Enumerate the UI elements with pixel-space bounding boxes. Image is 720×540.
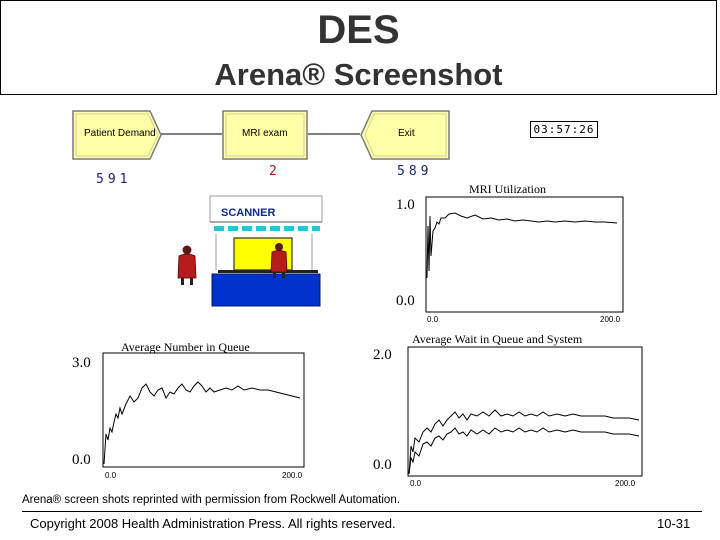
x-tick-max: 200.0 (282, 471, 303, 480)
x-tick-max: 200.0 (615, 479, 636, 488)
dispose-module-shape (360, 110, 450, 160)
footer-divider (22, 511, 702, 512)
y-tick-max: 2.0 (373, 347, 392, 363)
module-count: 591 (96, 172, 132, 187)
simulation-clock: 03:57:26 (530, 121, 598, 138)
slide-subtitle: Arena® Screenshot (214, 57, 503, 92)
credit-note: Arena® screen shots reprinted with permi… (22, 494, 400, 506)
utilization-plot (425, 196, 624, 313)
y-tick-min: 0.0 (396, 293, 415, 309)
module-label: Patient Demand (84, 128, 156, 139)
y-tick-min: 0.0 (373, 457, 392, 473)
scanner-label: SCANNER (221, 207, 276, 219)
patient-icon (177, 245, 197, 285)
plot-title: Average Wait in Queue and System (412, 332, 583, 346)
y-tick-min: 0.0 (72, 452, 91, 468)
dispose-module-exit[interactable]: Exit (360, 110, 450, 165)
module-count: 2 (269, 164, 281, 179)
wait-plot (407, 346, 643, 477)
queue-number-plot (102, 352, 305, 468)
patient-icon (270, 243, 288, 278)
page-number: 10-31 (657, 516, 691, 531)
scanner-animation (177, 195, 323, 307)
module-count: 589 (397, 164, 433, 179)
module-label: Exit (398, 128, 415, 139)
arena-screenshot: Patient Demand 591 MRI exam 2 Exit 589 0… (64, 104, 649, 491)
process-module-mri-exam[interactable]: MRI exam (222, 110, 308, 165)
copyright-notice: Copyright 2008 Health Administration Pre… (30, 516, 396, 531)
y-tick-max: 3.0 (72, 355, 91, 371)
create-module-patient-demand[interactable]: Patient Demand (72, 110, 162, 165)
scanner-lights-strip (214, 226, 320, 231)
x-tick-min: 0.0 (410, 479, 422, 488)
x-tick-max: 200.0 (600, 315, 621, 324)
y-tick-max: 1.0 (396, 197, 415, 213)
create-module-shape (72, 110, 162, 160)
flow-connectors (154, 133, 360, 135)
module-label: MRI exam (242, 128, 288, 139)
plot-title: Average Number in Queue (121, 340, 250, 354)
x-tick-min: 0.0 (427, 315, 439, 324)
process-module-shape (222, 110, 308, 160)
slide-title: DES (317, 8, 400, 52)
x-tick-min: 0.0 (105, 471, 117, 480)
title-box: DES Arena® Screenshot (0, 0, 717, 95)
plot-title: MRI Utilization (469, 182, 546, 196)
